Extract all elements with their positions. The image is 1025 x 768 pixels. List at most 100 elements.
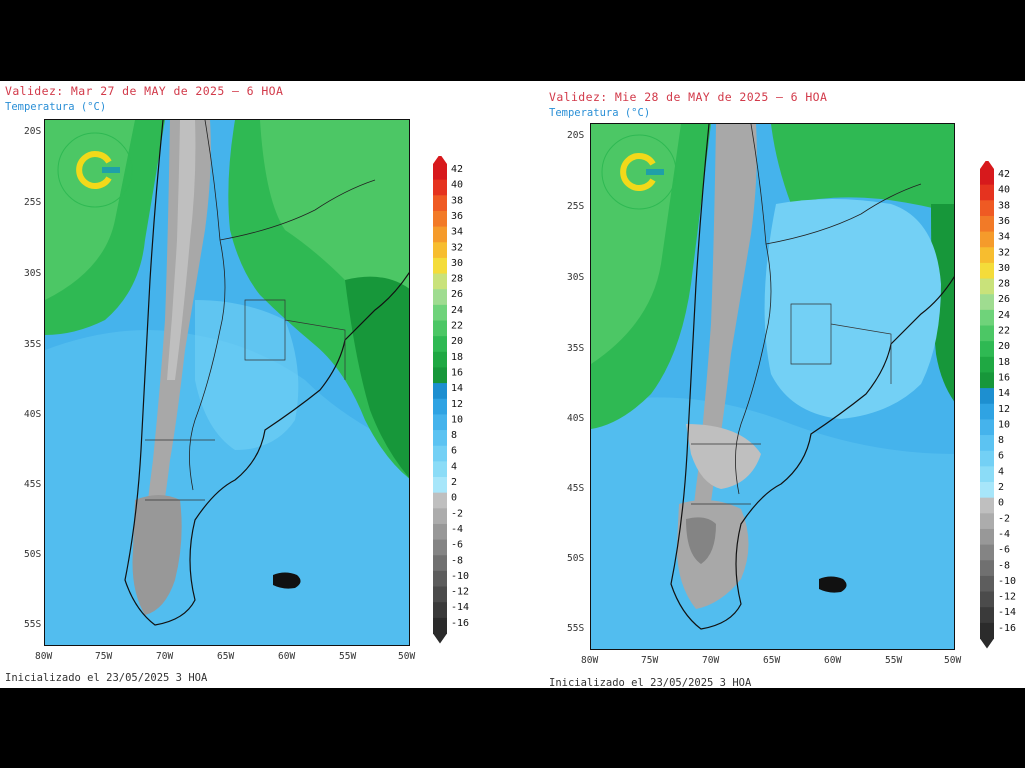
colorbar-swatch — [980, 575, 994, 593]
validity-label: Validez: Mie 28 de MAY de 2025 – 6 HOA — [549, 90, 828, 104]
colorbar-swatch — [980, 560, 994, 577]
colorbar-swatch — [433, 210, 447, 228]
colorbar-swatch — [980, 184, 994, 201]
lon-tick: 75W — [95, 651, 112, 662]
variable-label: Temperatura (°C) — [549, 107, 651, 119]
lon-tick: 80W — [35, 651, 52, 662]
logo — [57, 132, 133, 208]
colorbar-tick: 14 — [998, 388, 1010, 399]
colorbar-tick: 18 — [998, 357, 1010, 368]
colorbar-swatch — [433, 195, 447, 212]
colorbar-tick: -6 — [451, 540, 463, 551]
colorbar-swatch — [980, 435, 994, 452]
colorbar-tick: -8 — [998, 560, 1010, 571]
colorbar-swatch — [433, 477, 447, 494]
lat-tick: 35S — [567, 343, 584, 354]
lat-tick: 20S — [24, 126, 41, 137]
colorbar-swatch — [980, 591, 994, 608]
validity-label: Validez: Mar 27 de MAY de 2025 – 6 HOA — [5, 84, 284, 98]
longitude-axis: 80W 75W 70W 65W 60W 55W 50W — [35, 651, 415, 662]
colorbar-swatch — [433, 461, 447, 478]
colorbar-swatch — [980, 200, 994, 217]
colorbar-tick: -12 — [998, 592, 1016, 603]
temperature-map — [44, 119, 410, 646]
colorbar-swatch — [433, 226, 447, 243]
colorbar-arrow-bottom — [433, 633, 447, 644]
colorbar-tick: -10 — [451, 571, 469, 582]
colorbar-swatch — [433, 336, 447, 353]
colorbar-swatch — [980, 622, 994, 639]
colorbar-swatch — [433, 383, 447, 400]
colorbar-tick: 2 — [998, 482, 1004, 493]
colorbar-tick: 32 — [451, 242, 463, 253]
colorbar-swatch — [433, 320, 447, 337]
colorbar-swatch — [433, 555, 447, 572]
colorbar-arrow-top — [433, 156, 447, 164]
colorbar-swatch — [433, 414, 447, 431]
colorbar-swatch — [980, 278, 994, 295]
colorbar-tick: 6 — [451, 446, 457, 457]
colorbar-tick: 28 — [451, 274, 463, 285]
colorbar-tick: 0 — [451, 493, 457, 504]
colorbar-tick: 38 — [998, 200, 1010, 211]
colorbar-swatch — [433, 179, 447, 196]
top-letterbox — [0, 0, 1025, 81]
lat-tick: 40S — [24, 409, 41, 420]
colorbar-swatch — [980, 450, 994, 467]
longitude-axis: 80W 75W 70W 65W 60W 55W 50W — [581, 655, 961, 666]
forecast-panel-day1: Validez: Mar 27 de MAY de 2025 – 6 HOA T… — [0, 81, 512, 688]
colorbar-tick: 20 — [998, 341, 1010, 352]
lon-tick: 70W — [702, 655, 719, 666]
colorbar-swatch — [980, 403, 994, 420]
lat-tick: 40S — [567, 413, 584, 424]
colorbar-swatch — [433, 430, 447, 447]
colorbar-swatch — [433, 242, 447, 259]
lat-tick: 35S — [24, 339, 41, 350]
latitude-axis: 20S 25S 30S 35S 40S 45S 50S 55S — [24, 126, 41, 630]
logo — [601, 134, 677, 210]
lat-tick: 50S — [567, 553, 584, 564]
colorbar-tick: -14 — [998, 607, 1016, 618]
colorbar-swatch — [433, 164, 447, 181]
colorbar-tick: 40 — [998, 185, 1010, 196]
colorbar-arrow-top — [980, 161, 994, 169]
lon-tick: 50W — [398, 651, 415, 662]
latitude-axis: 20S 25S 30S 35S 40S 45S 50S 55S — [567, 130, 584, 634]
colorbar-tick: 38 — [451, 195, 463, 206]
lon-tick: 65W — [217, 651, 234, 662]
lon-tick: 60W — [278, 651, 295, 662]
colorbar-swatch — [433, 539, 447, 556]
colorbar-tick: -4 — [451, 524, 463, 535]
lat-tick: 50S — [24, 549, 41, 560]
colorbar-swatch — [433, 445, 447, 462]
forecast-comparison: Validez: Mar 27 de MAY de 2025 – 6 HOA T… — [0, 81, 1025, 688]
colorbar-tick: 34 — [451, 227, 463, 238]
colorbar-swatch — [433, 351, 447, 368]
colorbar-tick: 36 — [451, 211, 463, 222]
colorbar-swatch — [433, 602, 447, 619]
colorbar-swatch — [433, 304, 447, 321]
colorbar-tick: 34 — [998, 232, 1010, 243]
colorbar-tick: 26 — [451, 289, 463, 300]
colorbar-swatch — [433, 508, 447, 525]
colorbar-tick: 24 — [998, 310, 1010, 321]
colorbar-tick: 10 — [451, 414, 463, 425]
lat-tick: 45S — [24, 479, 41, 490]
colorbar-tick: 10 — [998, 419, 1010, 430]
colorbar-tick: -4 — [998, 529, 1010, 540]
colorbar-swatch — [980, 169, 994, 186]
colorbar-tick: 14 — [451, 383, 463, 394]
lat-tick: 55S — [24, 619, 41, 630]
lat-tick: 25S — [24, 197, 41, 208]
colorbar-swatch — [980, 372, 994, 389]
colorbar-tick: 22 — [451, 321, 463, 332]
colorbar: 424038363432302826242220181614121086420-… — [980, 161, 1016, 649]
colorbar-tick: 12 — [998, 404, 1010, 415]
lon-tick: 65W — [763, 655, 780, 666]
colorbar-swatch — [433, 617, 447, 634]
colorbar-tick: -16 — [998, 623, 1016, 634]
colorbar-tick: 0 — [998, 498, 1004, 509]
colorbar-swatch — [433, 398, 447, 415]
colorbar-arrow-bottom — [980, 638, 994, 649]
colorbar: 424038363432302826242220181614121086420-… — [433, 156, 469, 644]
